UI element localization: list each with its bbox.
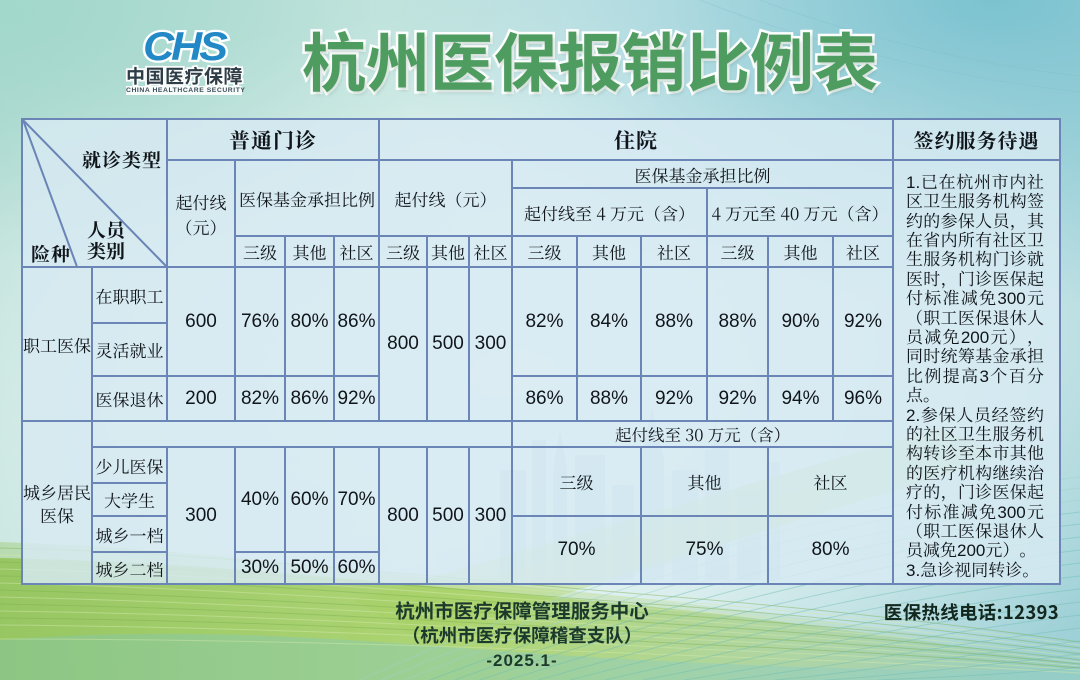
resident-insurance-label: 城乡居民医保 [21, 420, 93, 585]
logo-chinese-name: 中国医疗保障 [124, 62, 244, 89]
signed-service-paragraph-2: 2.参保人员经签约的社区卫生服务机构转诊至本市其他的医疗机构继续治疗的，门诊医保… [906, 405, 1045, 561]
resident-outpatient-community-high: 70% [333, 446, 380, 553]
resident-outpatient-l3-high: 40% [234, 446, 286, 553]
inpatient-ded-other-header: 其他 [426, 235, 470, 268]
employee-tier2-other-active: 90% [767, 266, 834, 377]
employee-tier2-community-retired: 96% [831, 375, 895, 422]
employee-tier1-l3-retired: 86% [511, 375, 578, 422]
resident-inpatient-deductible-l3: 800 [378, 446, 428, 585]
employee-tier1-community-retired: 92% [640, 375, 708, 422]
employee-tier2-other-retired: 94% [767, 375, 834, 422]
header-outpatient: 普通门诊 [166, 118, 380, 161]
employee-tier1-l3-active: 82% [511, 266, 578, 377]
person-active-employee: 在职职工 [91, 266, 168, 324]
resident-inpatient-other-header: 其他 [640, 446, 769, 517]
footer-date: -2025.1- [486, 651, 558, 670]
signed-service-text-cell: 1.已在杭州市内社区卫生服务机构签约的参保人员，其在省内所有社区卫生服务机构门诊… [892, 159, 1062, 585]
header-signed-service: 签约服务待遇 [892, 118, 1062, 161]
signed-service-paragraph-3: 3.急诊视同转诊。 [906, 560, 1040, 580]
tier1-other-header: 其他 [576, 235, 642, 268]
employee-outpatient-other-retired: 86% [284, 375, 335, 422]
person-flexible-employment: 灵活就业 [91, 322, 168, 377]
employee-tier2-community-active: 92% [831, 266, 895, 377]
employee-outpatient-l3-retired: 82% [234, 375, 286, 422]
header-inpatient: 住院 [377, 118, 895, 161]
employee-tier2-l3-active: 88% [706, 266, 769, 377]
logo-abbr-text: CHS [141, 24, 231, 70]
resident-inpatient-community-header: 社区 [766, 446, 895, 517]
inpatient-deductible-header: 起付线（元） [378, 159, 513, 237]
employee-tier1-other-retired: 88% [576, 375, 642, 422]
person-children: 少儿医保 [91, 446, 168, 484]
deductible-line1: 起付线 [175, 188, 227, 214]
footer-org-subname: （杭州市医疗保障稽查支队） [401, 622, 643, 648]
outpatient-level3-header: 三级 [234, 235, 286, 268]
person-college-student: 大学生 [91, 482, 168, 517]
footer-hotline: 医保热线电话:12393 [883, 599, 1059, 625]
resident-outpatient-other-high: 60% [284, 446, 335, 553]
deductible-line2: （元） [175, 213, 227, 239]
diagonal-lines [24, 121, 165, 265]
outpatient-fund-ratio-header: 医保基金承担比例 [234, 159, 380, 237]
employee-insurance-label: 职工医保 [21, 266, 93, 422]
corner-person-line2: 类别 [87, 237, 126, 264]
resident-outpatient-l3-low: 30% [234, 551, 286, 585]
corner-person-category-label: 人员 类别 [87, 219, 125, 261]
inpatient-ded-level3-header: 三级 [378, 235, 428, 268]
outpatient-other-header: 其他 [284, 235, 335, 268]
resident-inpatient-deductible-community: 300 [468, 446, 513, 585]
tier2-level3-header: 三级 [706, 235, 769, 268]
page-title: 杭州医保报销比例表 [300, 12, 881, 107]
outpatient-deductible-header: 起付线 （元） [166, 159, 236, 268]
person-urban-rural-tier1: 城乡一档 [91, 515, 168, 553]
employee-outpatient-l3-active: 76% [234, 266, 286, 377]
chs-logo: CHS 中国医疗保障 CHINA HEALTHCARE SECURITY [124, 24, 246, 103]
resident-inpatient-l3-ratio: 70% [511, 515, 642, 585]
footer-org-block: 杭州市医疗保障管理服务中心 （杭州市医疗保障稽查支队） -2025.1- [0, 597, 1044, 673]
employee-inpatient-deductible-other: 500 [426, 266, 470, 422]
employee-tier2-l3-retired: 92% [706, 375, 769, 422]
corner-insurance-label: 险种 [31, 240, 72, 267]
footer-org-name: 杭州市医疗保障管理服务中心 [395, 595, 649, 624]
resident-inpatient-community-ratio: 80% [766, 515, 895, 585]
tier2-community-header: 社区 [831, 235, 895, 268]
employee-outpatient-community-active: 86% [333, 266, 380, 377]
employee-tier1-community-active: 88% [640, 266, 708, 377]
resident-outpatient-community-low: 60% [333, 551, 380, 585]
logo-english-name: CHINA HEALTHCARE SECURITY [126, 86, 246, 95]
corner-diagonal-cell: 就诊类型 人员 类别 险种 [21, 118, 168, 268]
resident-outpatient-deductible: 300 [166, 446, 236, 585]
tier1-community-header: 社区 [640, 235, 708, 268]
outpatient-community-header: 社区 [333, 235, 380, 268]
reimbursement-table: 就诊类型 人员 类别 险种 普通门诊 住院 签约服务待遇 起付线 （元） 医保基金承… [21, 118, 1062, 585]
tier-upto-300k-header: 起付线至 30 万元（含） [510, 420, 895, 448]
tier-40k-400k-header: 4 万元至 40 万元（含） [705, 187, 895, 237]
employee-inpatient-deductible-l3: 800 [378, 266, 428, 422]
person-retired: 医保退休 [91, 375, 168, 422]
tier2-other-header: 其他 [767, 235, 834, 268]
tier-upto-40k-header: 起付线至 4 万元（含） [511, 187, 708, 237]
employee-tier1-other-active: 84% [576, 266, 642, 377]
employee-outpatient-community-retired: 92% [333, 375, 380, 422]
inpatient-ded-community-header: 社区 [468, 235, 513, 268]
tier1-level3-header: 三级 [511, 235, 578, 268]
person-urban-rural-tier2: 城乡二档 [91, 551, 168, 585]
employee-outpatient-deductible-retired: 200 [166, 375, 236, 422]
inpatient-fund-ratio-header: 医保基金承担比例 [510, 159, 895, 189]
corner-visit-type-label: 就诊类型 [81, 146, 162, 173]
resident-inpatient-other-ratio: 75% [640, 515, 769, 585]
employee-inpatient-deductible-community: 300 [468, 266, 513, 422]
resident-inpatient-l3-header: 三级 [511, 446, 642, 517]
spacer-cell [91, 420, 513, 448]
employee-outpatient-deductible-active: 600 [166, 266, 236, 377]
signed-service-paragraph-1: 1.已在杭州市内社区卫生服务机构签约的参保人员，其在省内所有社区卫生服务机构门诊… [906, 172, 1045, 406]
employee-outpatient-other-active: 80% [284, 266, 335, 377]
corner-person-line1: 人员 [87, 216, 126, 243]
resident-inpatient-deductible-other: 500 [426, 446, 470, 585]
resident-outpatient-other-low: 50% [284, 551, 335, 585]
